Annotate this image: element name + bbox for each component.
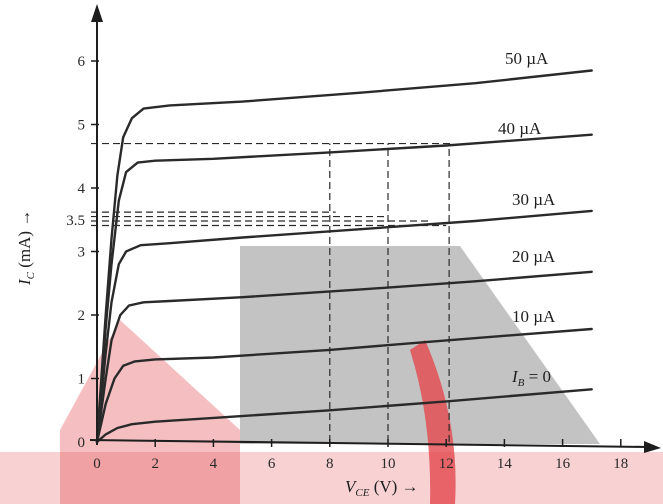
x-axis-arrow — [644, 441, 661, 453]
x-tick-0: 0 — [93, 456, 101, 472]
x-tick-1: 2 — [151, 456, 159, 472]
curve-label-1: 10 µA — [512, 307, 556, 326]
curve-5 — [95, 69, 593, 444]
curve-1 — [95, 327, 593, 444]
x-tick-6: 12 — [439, 456, 454, 472]
dashed-guides — [91, 142, 453, 442]
axes — [89, 4, 661, 453]
curve-labels: IB = 0 10 µA 20 µA 30 µA 40 µA 50 µA — [498, 49, 556, 389]
y-tick-4: 4 — [78, 181, 86, 197]
x-tick-3: 6 — [268, 456, 276, 472]
curve-label-5: 50 µA — [505, 49, 549, 68]
y-tick-2: 2 — [78, 308, 86, 324]
curve-3 — [95, 209, 593, 444]
x-tick-9: 18 — [613, 456, 628, 472]
x-axis-line — [89, 439, 651, 448]
x-tick-8: 16 — [555, 456, 571, 472]
y-tick-extra: 3.5 — [66, 213, 85, 229]
x-tick-4: 8 — [326, 456, 334, 472]
watermark-red-band — [0, 452, 663, 504]
y-tick-3: 3 — [78, 245, 86, 261]
y-tick-5: 5 — [78, 118, 86, 134]
curve-label-0: IB = 0 — [511, 367, 551, 389]
curve-0 — [95, 388, 593, 444]
curve-label-4: 40 µA — [498, 119, 542, 138]
x-axis-title: VCE (V) → — [345, 477, 419, 499]
y-tick-0: 0 — [78, 435, 86, 451]
y-axis-title: IC (mA) → — [15, 210, 37, 286]
y-tick-6: 6 — [78, 54, 86, 70]
curve-label-3: 30 µA — [512, 190, 556, 209]
y-axis-arrow — [91, 4, 103, 22]
curve-4 — [95, 133, 593, 444]
x-tick-7: 14 — [497, 456, 513, 472]
y-tick-1: 1 — [78, 372, 86, 388]
characteristic-curves — [95, 69, 593, 444]
x-tick-2: 4 — [210, 456, 218, 472]
x-tick-5: 10 — [381, 456, 396, 472]
curve-label-2: 20 µA — [512, 247, 556, 266]
curve-2 — [95, 270, 593, 444]
watermark-red-arc — [410, 340, 456, 504]
